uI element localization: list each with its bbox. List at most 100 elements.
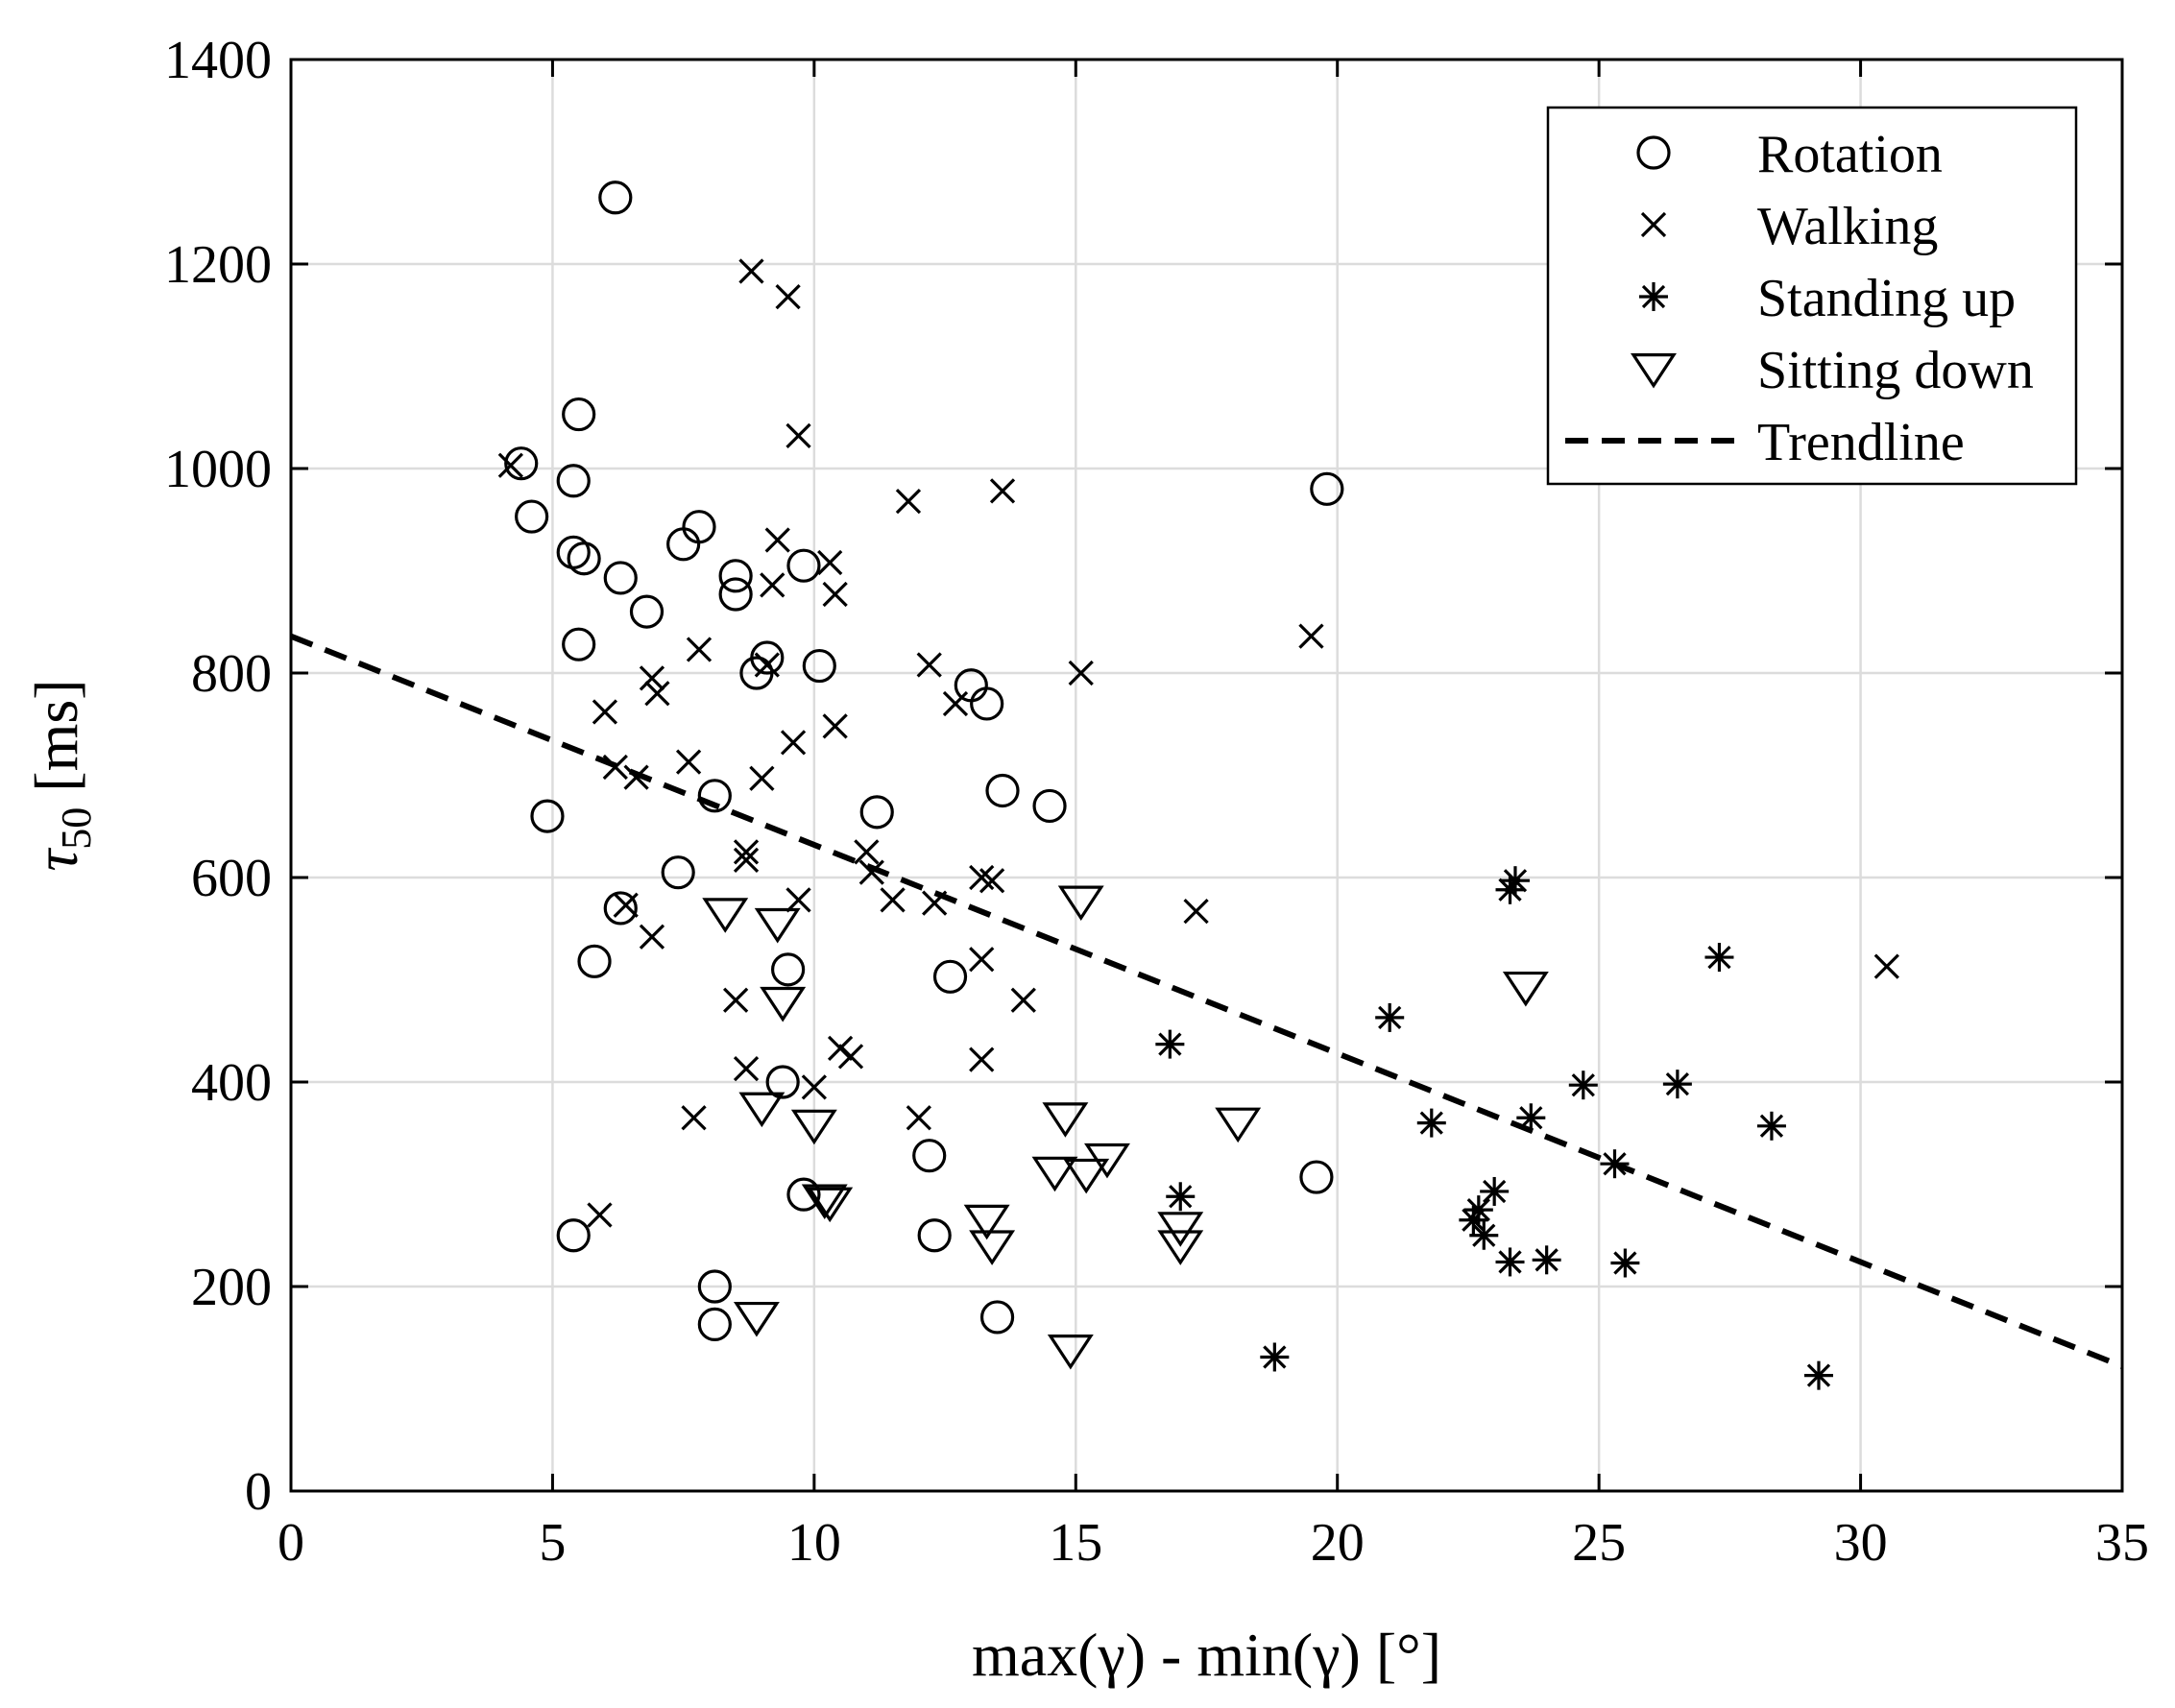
- point-standing-up: [1495, 1247, 1525, 1277]
- y-tick-label: 0: [245, 1462, 272, 1522]
- point-rotation: [786, 1177, 821, 1212]
- point-rotation: [739, 656, 774, 690]
- legend-label-sitting-down: Sitting down: [1757, 341, 2034, 400]
- point-standing-up: [1568, 1071, 1598, 1100]
- point-sitting-down: [1157, 1212, 1204, 1247]
- point-walking: [686, 637, 713, 662]
- point-rotation: [562, 627, 596, 662]
- point-walking: [733, 1056, 760, 1082]
- point-walking: [827, 1035, 854, 1061]
- trendline: [289, 633, 2124, 1369]
- point-walking: [989, 478, 1016, 504]
- point-sitting-down: [1031, 1156, 1078, 1192]
- point-walking: [854, 839, 880, 865]
- point-standing-up: [1375, 1002, 1405, 1032]
- axis-ticks: [289, 58, 2124, 1493]
- point-rotation: [1032, 788, 1067, 824]
- point-standing-up: [1260, 1342, 1290, 1372]
- point-walking: [754, 652, 780, 678]
- legend-item-standing-up: Standing up: [1639, 269, 2016, 328]
- point-sitting-down: [1047, 1335, 1094, 1370]
- point-walking: [922, 890, 948, 916]
- point-walking: [817, 549, 843, 576]
- legend-label-rotation: Rotation: [1757, 125, 1943, 184]
- series-walking: [497, 258, 1899, 1228]
- point-walking: [942, 690, 969, 717]
- point-rotation: [504, 446, 539, 481]
- point-rotation: [598, 180, 633, 215]
- point-rotation: [718, 577, 753, 612]
- point-walking: [760, 572, 785, 598]
- point-rotation: [556, 1218, 591, 1253]
- point-walking: [644, 681, 670, 707]
- point-walking: [733, 839, 760, 865]
- legend-symbol-walking: [1640, 211, 1667, 238]
- point-standing-up: [1416, 1108, 1446, 1138]
- point-rotation: [515, 499, 549, 534]
- point-standing-up: [1459, 1205, 1488, 1235]
- y-axis-label-symbol: τ: [22, 848, 90, 872]
- point-walking: [822, 581, 848, 608]
- y-axis-label-subscript: 50: [53, 807, 100, 850]
- point-walking: [837, 1044, 864, 1070]
- legend-label-walking: Walking: [1757, 197, 1938, 256]
- point-walking: [497, 452, 523, 478]
- point-sitting-down: [1084, 1143, 1130, 1179]
- point-sitting-down: [963, 1204, 1010, 1240]
- y-axis-label-unit: [ms]: [22, 679, 90, 806]
- point-walking: [785, 887, 811, 913]
- y-tick-label: 200: [191, 1258, 272, 1317]
- point-sitting-down: [807, 1187, 854, 1223]
- y-tick-label: 400: [191, 1053, 272, 1113]
- point-sitting-down: [760, 986, 807, 1022]
- point-walking: [822, 713, 848, 739]
- point-sitting-down: [733, 1301, 780, 1337]
- legend: Rotation Walking Standing up Sitting down Tr…: [1546, 106, 2078, 486]
- x-tick-label: 15: [1049, 1513, 1102, 1573]
- point-rotation: [682, 510, 716, 544]
- x-tick-label: 30: [1834, 1513, 1888, 1573]
- legend-symbol-sitting-down: [1631, 353, 1677, 389]
- point-walking: [681, 1105, 707, 1131]
- point-sitting-down: [801, 1184, 848, 1219]
- legend-items: Rotation Walking Standing up Sitting down Tr…: [1565, 125, 2034, 472]
- point-walking: [916, 652, 942, 678]
- series-rotation: [504, 180, 1344, 1342]
- point-standing-up: [1532, 1245, 1561, 1275]
- point-walking: [602, 754, 628, 781]
- point-walking: [592, 699, 618, 725]
- point-rotation: [629, 594, 665, 629]
- point-walking: [785, 422, 811, 449]
- point-walking: [880, 887, 906, 913]
- point-rotation: [697, 1307, 732, 1342]
- point-standing-up: [1480, 1176, 1510, 1206]
- x-tick-label: 5: [539, 1513, 566, 1573]
- point-walking: [733, 847, 760, 874]
- point-sitting-down: [738, 1092, 785, 1128]
- point-walking: [780, 730, 807, 756]
- legend-item-sitting-down: Sitting down: [1631, 341, 2034, 400]
- axes-frame: [289, 58, 2124, 1493]
- point-rotation: [765, 1065, 800, 1099]
- point-walking: [1298, 623, 1324, 649]
- point-standing-up: [1803, 1360, 1833, 1390]
- point-standing-up: [1662, 1070, 1692, 1099]
- series-standing-up: [1155, 866, 1833, 1390]
- y-tick-label: 1200: [164, 235, 272, 295]
- point-walking: [969, 1046, 995, 1072]
- y-tick-label: 600: [191, 849, 272, 908]
- point-standing-up: [1600, 1149, 1630, 1179]
- point-rotation: [530, 799, 565, 833]
- point-standing-up: [1495, 875, 1525, 904]
- series-sitting-down: [702, 885, 1549, 1370]
- point-walking: [775, 283, 801, 310]
- point-rotation: [567, 541, 601, 576]
- legend-item-trendline: Trendline: [1565, 413, 1965, 472]
- y-tick-label: 800: [191, 644, 272, 704]
- point-walking: [1183, 899, 1209, 925]
- point-sitting-down: [702, 898, 749, 933]
- y-tick-label: 1000: [164, 440, 272, 499]
- y-tick-labels: 0 200 400 600 800 1000 1200 1400: [164, 31, 272, 1522]
- legend-symbol-standing-up: [1639, 282, 1668, 311]
- point-rotation: [697, 779, 732, 813]
